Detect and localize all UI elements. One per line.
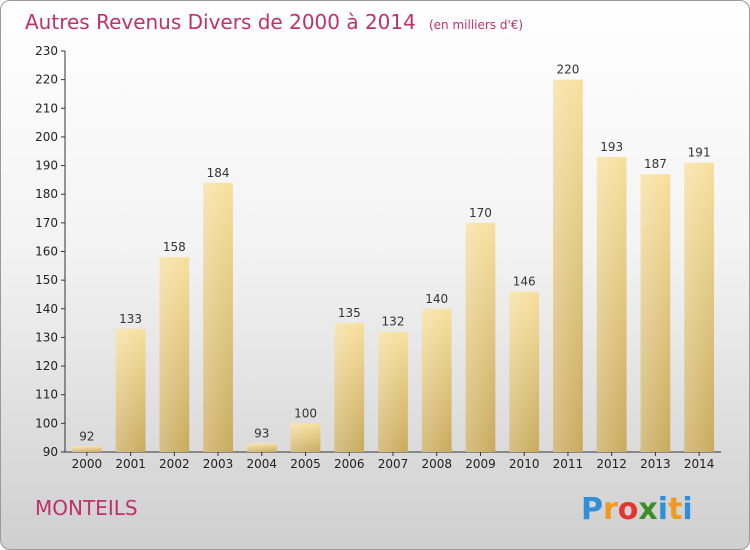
y-tick-label: 90 (43, 445, 58, 459)
y-tick-label: 230 (35, 44, 58, 58)
bar-value-label: 146 (513, 275, 536, 289)
x-tick-label: 2001 (115, 457, 146, 471)
y-tick-label: 160 (35, 245, 58, 259)
y-tick-label: 210 (35, 101, 58, 115)
y-tick-label: 140 (35, 302, 58, 316)
bar-highlight (684, 162, 715, 452)
x-axis: 2000 2001 2002 2003 2004 2005 2006 2007 2008 2009… (65, 451, 721, 471)
bar-value-label: 93 (254, 426, 269, 440)
location-label: MONTEILS (35, 496, 138, 520)
logo-letter: t (668, 492, 682, 527)
x-tick-label: 2006 (334, 457, 365, 471)
bar-highlight (115, 328, 146, 452)
bar-highlight (596, 156, 627, 452)
bar-highlight (509, 291, 540, 452)
logo-letter: x (638, 492, 657, 527)
bar-highlight (378, 331, 408, 452)
x-tick-label: 2010 (509, 457, 540, 471)
logo-letter: i (682, 492, 692, 527)
y-tick-label: 100 (35, 416, 58, 430)
x-tick-label: 2005 (290, 457, 321, 471)
y-tick-label: 120 (35, 359, 58, 373)
x-tick-label: 2013 (640, 457, 671, 471)
bar-highlight (71, 446, 102, 452)
x-tick-label: 2008 (421, 457, 452, 471)
logo-letter: r (603, 492, 618, 527)
bar-value-label: 187 (644, 157, 667, 171)
y-tick-label: 190 (35, 159, 58, 173)
bar-value-label: 92 (79, 429, 94, 443)
y-tick-label: 110 (35, 388, 58, 402)
x-tick-label: 2012 (596, 457, 627, 471)
y-tick-label: 130 (35, 330, 58, 344)
x-tick-label: 2014 (684, 457, 715, 471)
bar-highlight (159, 257, 190, 452)
y-tick-label: 150 (35, 273, 58, 287)
bar-value-label: 184 (207, 166, 230, 180)
bar-value-label: 135 (338, 306, 361, 320)
bar-value-label: 100 (294, 406, 317, 420)
logo-letter: P (581, 492, 603, 527)
bar-value-label: 170 (469, 206, 492, 220)
bars: 92 133 158 184 93 100 135 132 140 170 146 220 193 187… (71, 63, 715, 453)
bar-value-label: 133 (119, 312, 142, 326)
logo-letter: i (658, 492, 668, 527)
x-tick-label: 2003 (203, 457, 234, 471)
x-tick-label: 2000 (72, 457, 103, 471)
proxiti-logo: Proxiti (581, 492, 693, 527)
bar-value-label: 193 (600, 140, 623, 154)
bar-value-label: 191 (688, 146, 711, 160)
x-tick-label: 2009 (465, 457, 496, 471)
y-tick-label: 220 (35, 73, 58, 87)
logo-letter: o (618, 492, 639, 527)
bar-value-label: 132 (382, 315, 405, 329)
y-axis: 90 100 110 120 130 140 150 160 170 180 190 200 210 22… (35, 44, 66, 459)
bar-highlight (553, 79, 583, 453)
bar-highlight (421, 308, 452, 452)
bar-highlight (640, 174, 671, 452)
bar-value-label: 220 (556, 63, 579, 77)
y-tick-label: 180 (35, 187, 58, 201)
bar-highlight (246, 443, 277, 452)
bar-value-label: 140 (425, 292, 448, 306)
chart-title: Autres Revenus Divers de 2000 à 2014 (en… (25, 10, 523, 34)
y-tick-label: 170 (35, 216, 58, 230)
x-tick-label: 2011 (553, 457, 584, 471)
bar-highlight (203, 182, 233, 452)
bar-highlight (334, 323, 365, 452)
bar-highlight (290, 423, 321, 452)
bar-highlight (465, 222, 496, 452)
x-tick-label: 2007 (378, 457, 409, 471)
x-tick-label: 2004 (247, 457, 278, 471)
y-tick-label: 200 (35, 130, 58, 144)
x-tick-label: 2002 (159, 457, 190, 471)
bar-value-label: 158 (163, 240, 186, 254)
